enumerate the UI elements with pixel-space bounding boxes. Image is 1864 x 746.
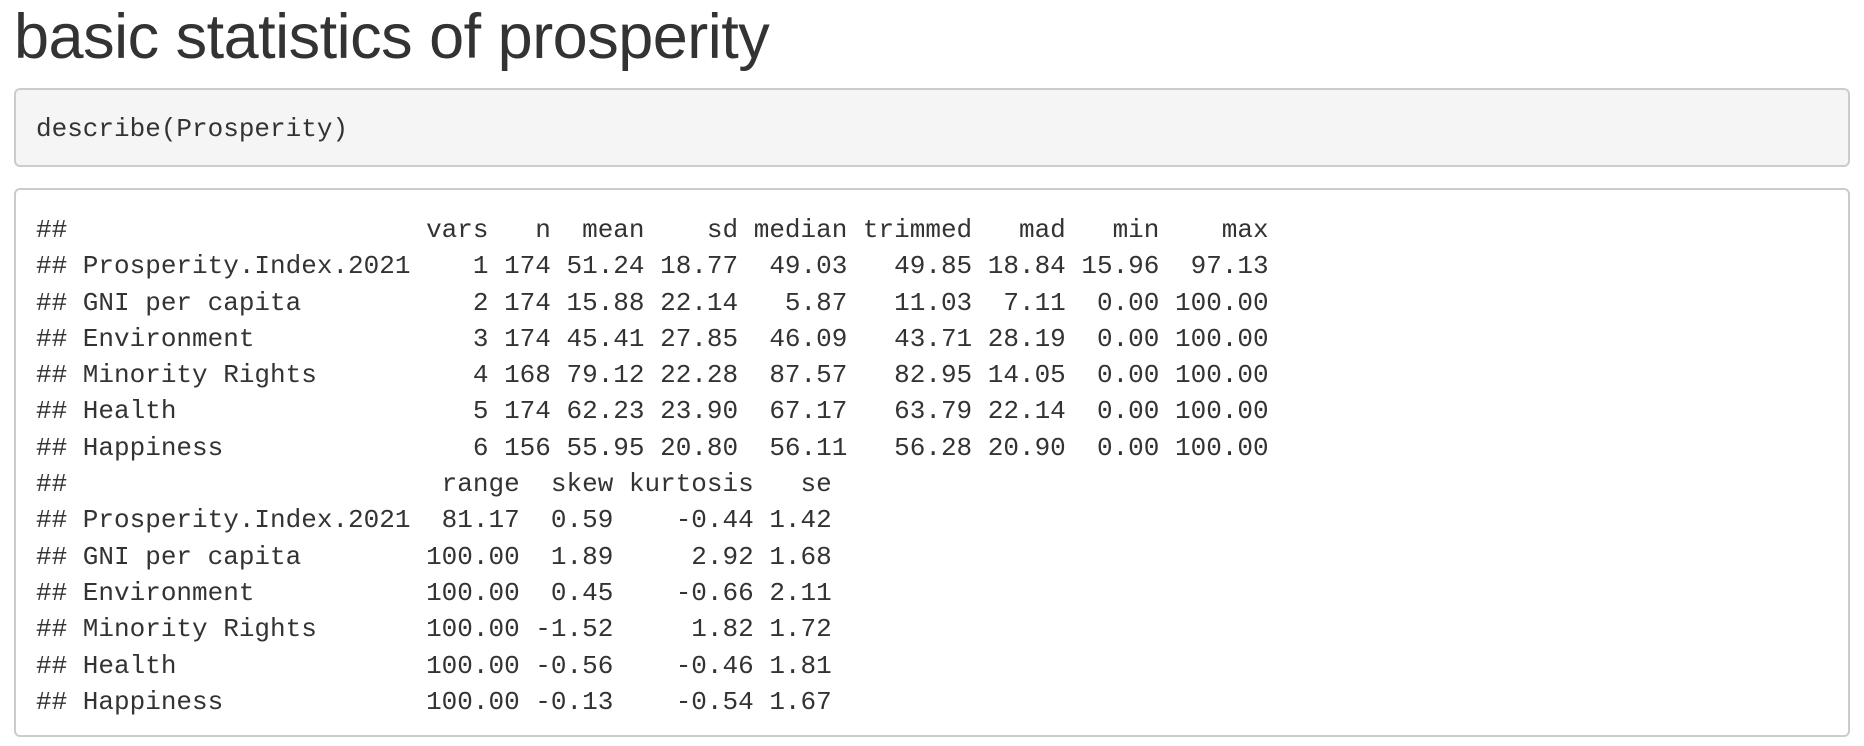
output-line: ## Environment 100.00 0.45 -0.66 2.11 bbox=[36, 577, 832, 608]
page-title: basic statistics of prosperity bbox=[14, 2, 770, 72]
output-line: ## range skew kurtosis se bbox=[36, 469, 832, 500]
output-line: ## Prosperity.Index.2021 81.17 0.59 -0.4… bbox=[36, 505, 832, 536]
code-input-text: describe(Prosperity) bbox=[36, 114, 349, 144]
output-line: ## vars n mean sd median trimmed mad min… bbox=[36, 215, 1269, 245]
output-line: ## Minority Rights 100.00 -1.52 1.82 1.7… bbox=[36, 614, 832, 645]
output-line: ## Health 5 174 62.23 23.90 67.17 63.79 … bbox=[36, 396, 1269, 427]
output-line: ## Health 100.00 -0.56 -0.46 1.81 bbox=[36, 650, 832, 681]
code-input-block[interactable]: describe(Prosperity) bbox=[14, 88, 1850, 167]
output-line: ## Environment 3 174 45.41 27.85 46.09 4… bbox=[36, 323, 1269, 354]
output-line: ## GNI per capita 100.00 1.89 2.92 1.68 bbox=[36, 541, 832, 572]
output-line: ## Happiness 6 156 55.95 20.80 56.11 56.… bbox=[36, 432, 1269, 463]
output-line: ## GNI per capita 2 174 15.88 22.14 5.87… bbox=[36, 287, 1269, 318]
code-output-block[interactable]: ## vars n mean sd median trimmed mad min… bbox=[14, 188, 1850, 737]
output-line: ## Minority Rights 4 168 79.12 22.28 87.… bbox=[36, 360, 1269, 391]
output-line: ## Happiness 100.00 -0.13 -0.54 1.67 bbox=[36, 686, 832, 717]
output-line: ## Prosperity.Index.2021 1 174 51.24 18.… bbox=[36, 251, 1269, 282]
